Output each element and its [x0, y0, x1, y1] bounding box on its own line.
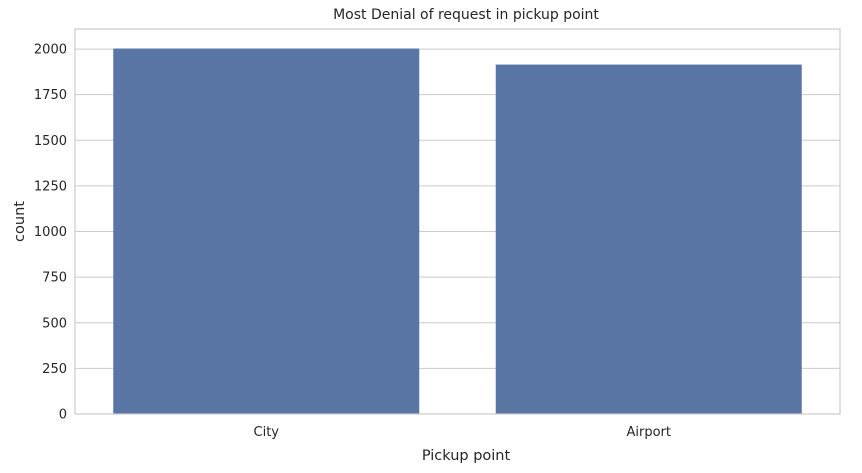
- y-tick-label: 2000: [34, 43, 67, 58]
- plot-frame: [74, 28, 841, 415]
- x-axis-label: Pickup point: [422, 448, 511, 464]
- y-tick-label: 1750: [34, 88, 67, 103]
- bar-city: [113, 48, 420, 415]
- x-tick-label-airport: Airport: [627, 425, 672, 440]
- y-axis-ticks: 0 250 500 750 1000 1250 1500 1750 2000: [34, 43, 67, 423]
- y-tick-label: 500: [42, 316, 67, 331]
- y-tick-label: 250: [42, 362, 67, 377]
- chart-title: Most Denial of request in pickup point: [333, 7, 599, 23]
- x-axis-ticks: City Airport: [254, 425, 671, 440]
- bars: [113, 48, 802, 415]
- y-tick-label: 0: [59, 408, 67, 423]
- bar-airport: [495, 64, 802, 414]
- y-axis-label: count: [12, 201, 28, 242]
- y-tick-label: 1000: [34, 225, 67, 240]
- y-tick-label: 1250: [34, 179, 67, 194]
- y-tick-label: 1500: [34, 134, 67, 149]
- y-tick-label: 750: [42, 271, 67, 286]
- x-tick-label-city: City: [254, 425, 280, 440]
